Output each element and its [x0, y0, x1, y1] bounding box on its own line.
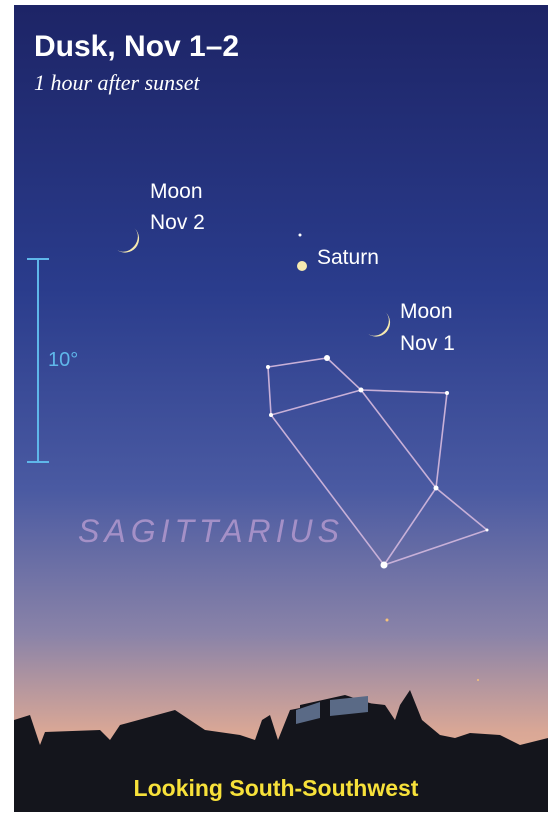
object-label: Moon [400, 300, 453, 323]
sky [14, 5, 548, 812]
object-label: Moon [150, 180, 203, 203]
object-label: Nov 2 [150, 211, 205, 234]
scale-label: 10° [48, 349, 78, 371]
title: Dusk, Nov 1–2 [34, 30, 239, 63]
saturn [297, 261, 307, 271]
object-label: Saturn [317, 246, 379, 269]
constellation-name: SAGITTARIUS [78, 513, 344, 549]
sky-chart: Dusk, Nov 1–2 1 hour after sunset Moon N… [0, 0, 552, 815]
star [299, 234, 302, 237]
object-label: Nov 1 [400, 332, 455, 355]
direction: Looking South-Southwest [134, 775, 419, 801]
subtitle: 1 hour after sunset [34, 70, 201, 95]
